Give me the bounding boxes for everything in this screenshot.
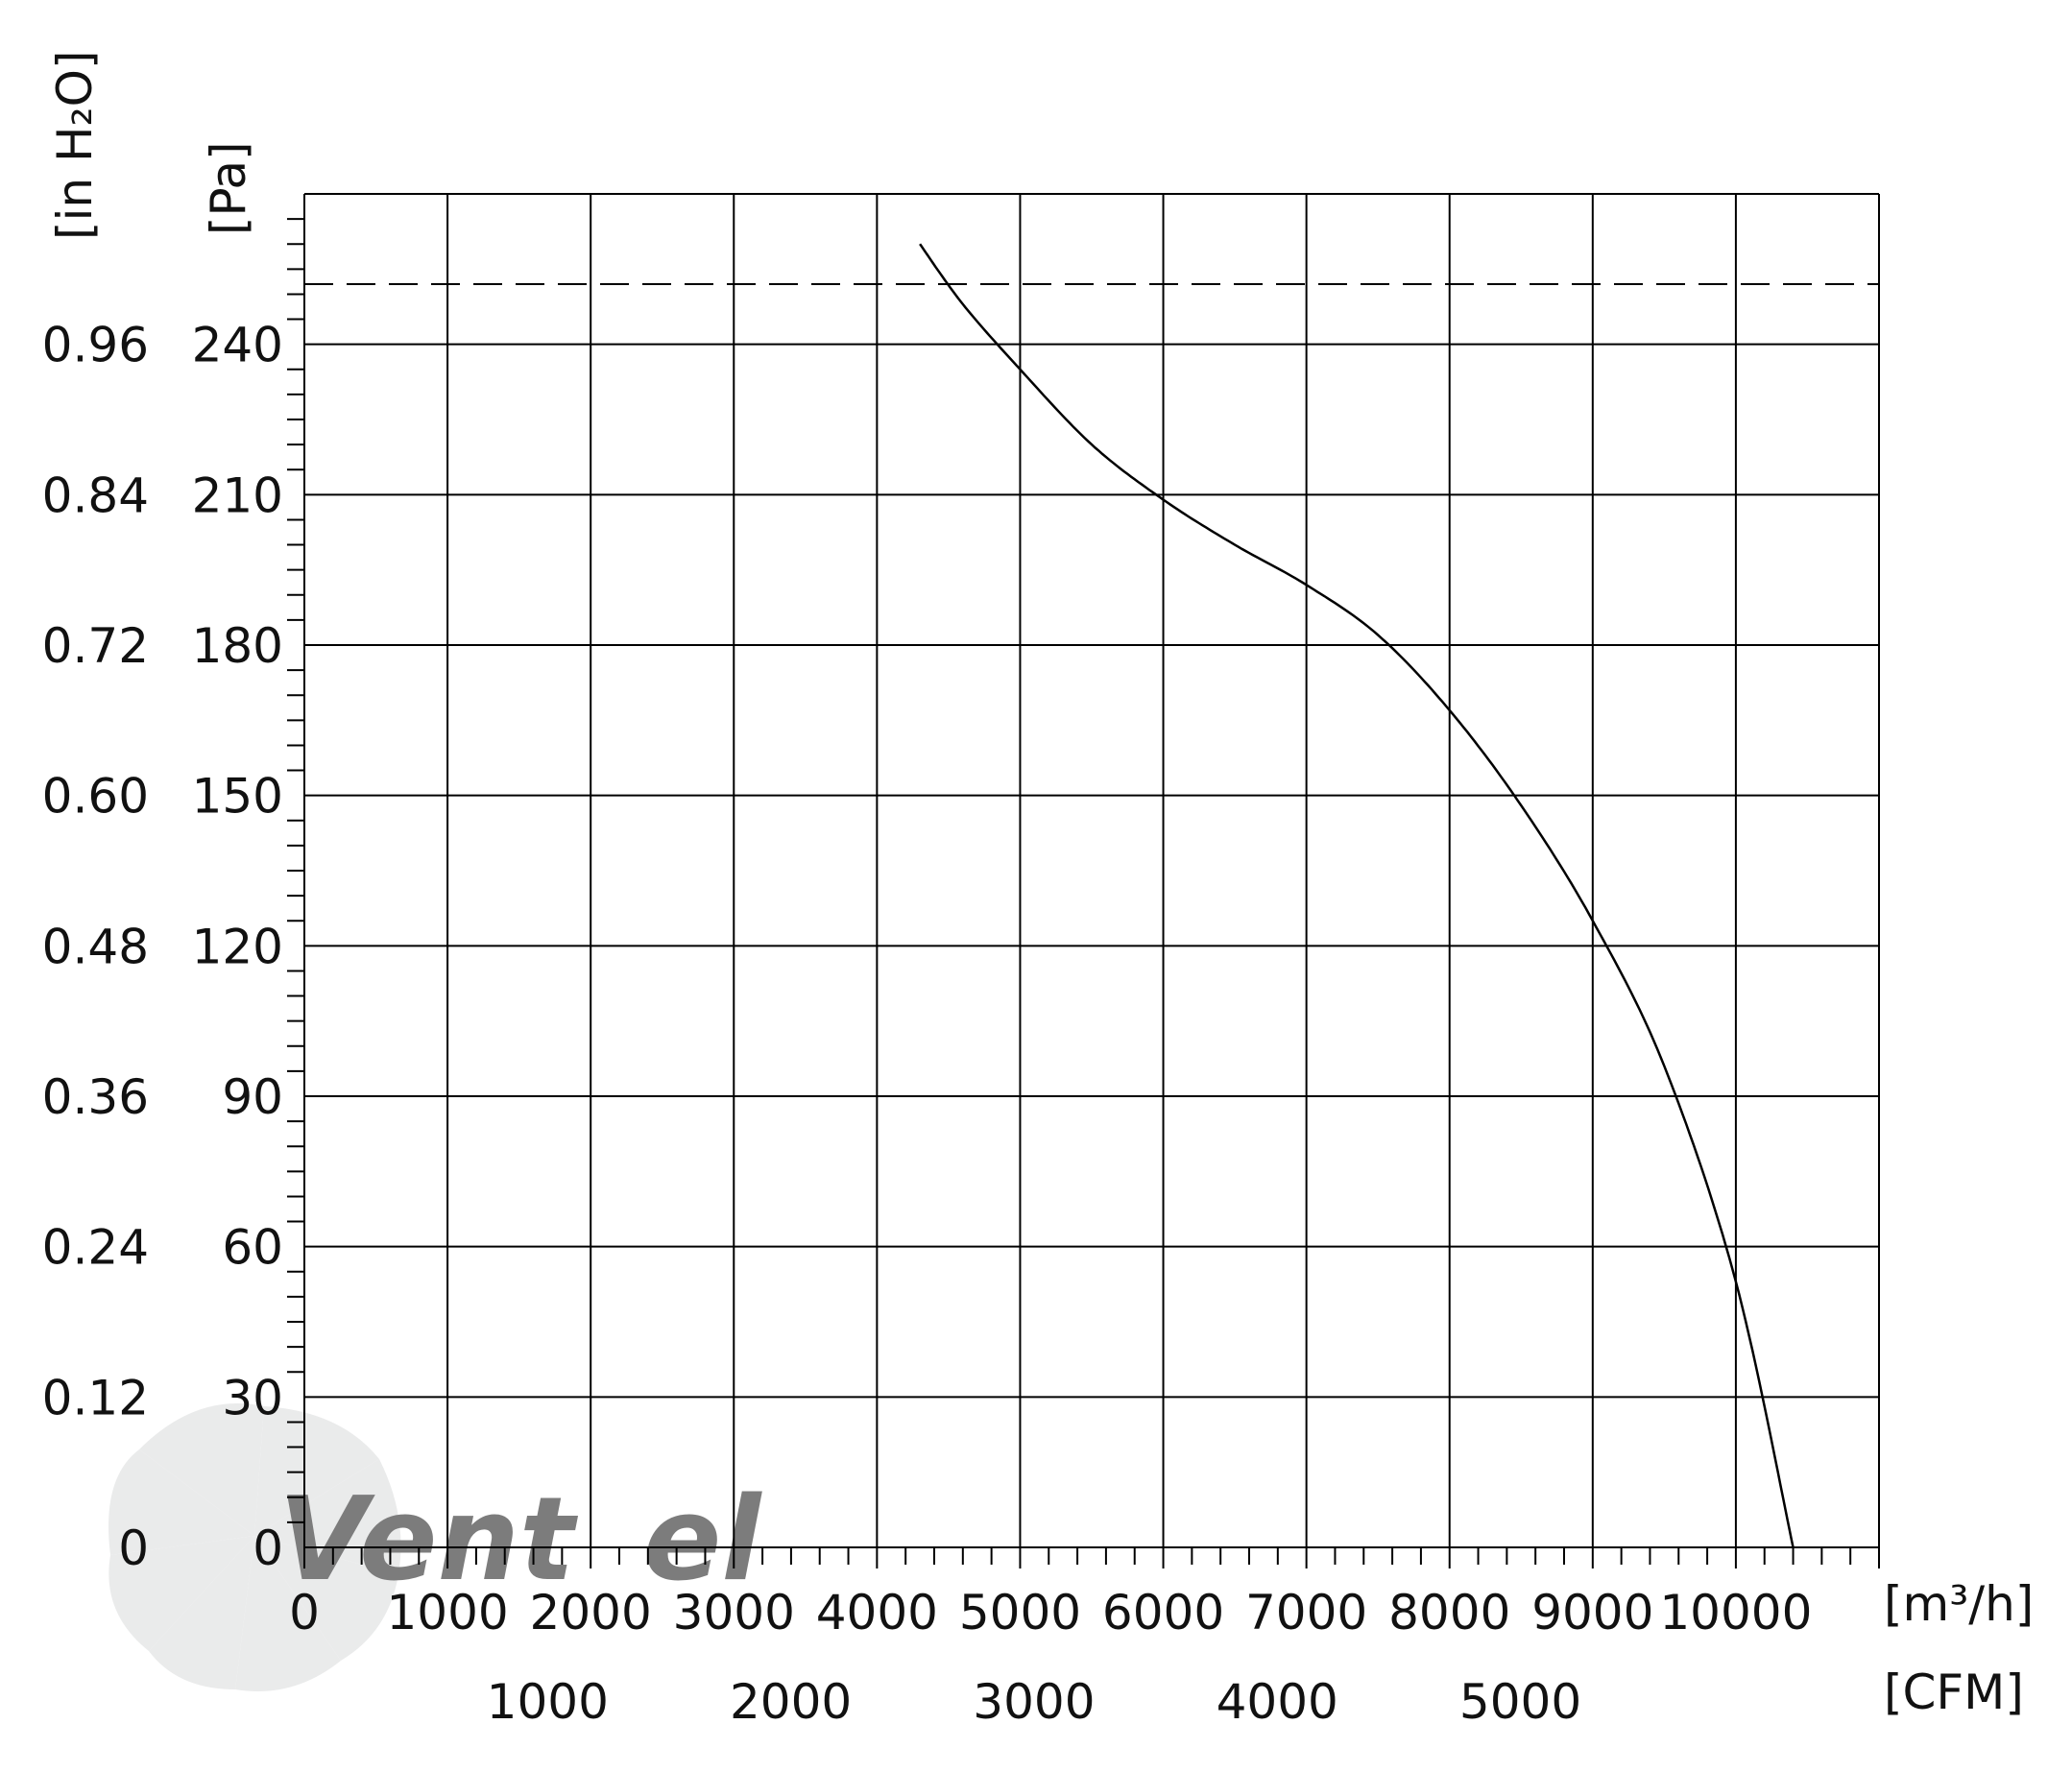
x-tick-label-cfm: 4000 (1217, 1674, 1338, 1730)
x-tick-label-cfm: 5000 (1459, 1674, 1581, 1730)
x-tick-label-m3h: 2000 (530, 1585, 652, 1640)
grid-lines (303, 193, 1880, 1548)
x-tick-label-m3h: 6000 (1102, 1585, 1224, 1640)
x-tick-label-m3h: 1000 (386, 1585, 508, 1640)
m3h-axis-labels: 0 1000 2000 3000 4000 5000 6000 7000 8000 9000 100… (289, 1585, 1812, 1640)
x-tick-label-cfm: 2000 (730, 1674, 852, 1730)
y-tick-label-inh2o: 0.84 (42, 467, 149, 523)
inh2o-axis-labels: 0 0.12 0.24 0.36 0.48 0.60 0.72 0.84 0.96 (42, 318, 149, 1576)
x-tick-label-cfm: 3000 (973, 1674, 1095, 1730)
y-tick-label-inh2o: 0.12 (42, 1370, 149, 1425)
y-tick-label-pa: 180 (192, 618, 283, 674)
pa-axis-labels: 0 30 60 90 120 150 180 210 240 (192, 318, 283, 1576)
x-tick-label-m3h: 8000 (1388, 1585, 1510, 1640)
y-axis-unit-inh2o: [in H₂O] (47, 51, 103, 241)
y-tick-label-pa: 210 (192, 467, 283, 523)
y-tick-label-pa: 30 (222, 1370, 283, 1425)
x-tick-label-m3h: 4000 (816, 1585, 938, 1640)
y-tick-label-inh2o: 0.60 (42, 769, 149, 825)
watermark-text: Vent (278, 1473, 579, 1607)
watermark-logo: Vent el (108, 1403, 762, 1691)
fan-icon (108, 1403, 401, 1691)
x-tick-label-m3h: 5000 (959, 1585, 1081, 1640)
x-axis-unit-m3h: [m³/h] (1884, 1576, 2034, 1632)
minor-ticks (287, 218, 1880, 1568)
performance-curve (919, 243, 1795, 1548)
x-axis-unit-cfm: [CFM] (1884, 1664, 2024, 1720)
x-tick-label-m3h: 0 (289, 1585, 320, 1640)
x-tick-label-m3h: 10000 (1659, 1585, 1812, 1640)
y-tick-label-pa: 90 (222, 1069, 283, 1125)
y-tick-label-pa: 240 (192, 318, 283, 373)
x-tick-label-m3h: 7000 (1245, 1585, 1367, 1640)
y-tick-label-inh2o: 0.72 (42, 618, 149, 674)
cfm-axis-labels: 1000 2000 3000 4000 5000 (487, 1674, 1581, 1730)
x-tick-label-m3h: 9000 (1531, 1585, 1653, 1640)
y-tick-label-pa: 150 (192, 769, 283, 825)
y-tick-label-inh2o: 0.24 (42, 1220, 149, 1276)
y-tick-label-pa: 60 (222, 1220, 283, 1276)
watermark-text-accent: el (643, 1473, 762, 1607)
x-tick-label-m3h: 3000 (673, 1585, 795, 1640)
y-tick-label-inh2o: 0.36 (42, 1069, 149, 1125)
x-tick-label-cfm: 1000 (487, 1674, 609, 1730)
y-tick-label-pa: 120 (192, 919, 283, 974)
y-tick-label-inh2o: 0.48 (42, 919, 149, 974)
y-tick-label-pa: 0 (253, 1521, 283, 1576)
y-tick-label-inh2o: 0 (118, 1521, 149, 1576)
y-tick-label-inh2o: 0.96 (42, 318, 149, 373)
y-axis-unit-pa: [Pa] (201, 141, 256, 235)
